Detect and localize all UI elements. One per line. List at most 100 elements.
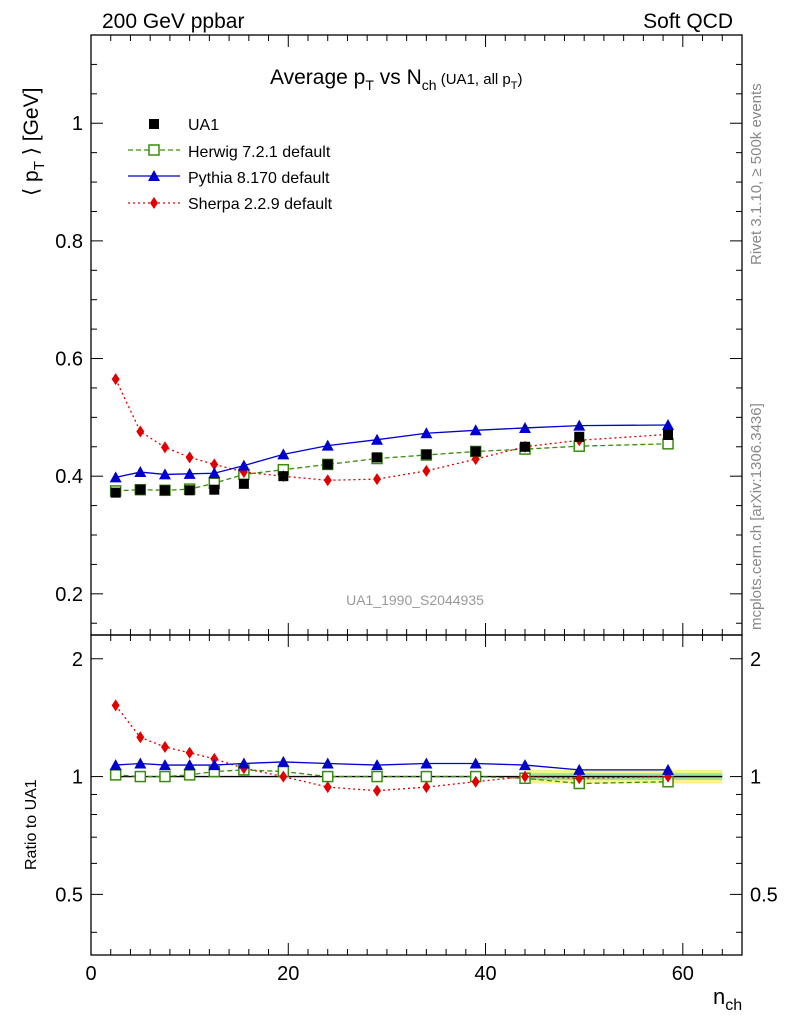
ratio-point-sherpa bbox=[323, 781, 332, 794]
data-point-data bbox=[663, 430, 674, 440]
ratio-point-pythia bbox=[277, 755, 290, 767]
ratio-point-sherpa bbox=[373, 784, 382, 797]
data-point-data bbox=[520, 441, 530, 452]
ratio-point-sherpa bbox=[185, 746, 194, 759]
ratio-y-tick-label-right: 2 bbox=[750, 649, 761, 671]
ratio-point-herwig bbox=[371, 770, 383, 783]
data-point-pythia bbox=[109, 471, 122, 483]
data-point-pythia bbox=[237, 459, 250, 471]
series-data bbox=[110, 430, 674, 498]
legend-marker-data bbox=[149, 119, 159, 129]
ratio-point-pythia bbox=[420, 757, 433, 769]
side-label-mcplots: mcplots.cern.ch [arXiv:1306.3436] bbox=[748, 403, 765, 630]
data-point-sherpa bbox=[323, 474, 332, 487]
ratio-point-pythia bbox=[237, 757, 250, 769]
data-point-pythia bbox=[573, 419, 586, 431]
main-series-layer bbox=[109, 373, 675, 498]
x-tick-label: 0 bbox=[85, 963, 96, 985]
ratio-point-pythia bbox=[134, 757, 147, 769]
ratio-point-herwig bbox=[109, 769, 122, 781]
data-point-sherpa bbox=[422, 464, 431, 477]
legend-marker-pythia bbox=[148, 170, 160, 181]
data-point-data bbox=[209, 484, 220, 495]
data-point-data bbox=[278, 471, 289, 482]
data-point-data bbox=[238, 478, 249, 489]
ratio-point-sherpa bbox=[471, 775, 480, 788]
data-point-sherpa bbox=[185, 451, 194, 464]
data-point-sherpa bbox=[210, 458, 219, 471]
analysis-watermark: UA1_1990_S2044935 bbox=[346, 592, 484, 608]
side-label-rivet: Rivet 3.1.10, ≥ 500k events bbox=[748, 83, 765, 265]
ratio-point-pythia bbox=[208, 759, 221, 771]
ratio-point-sherpa bbox=[210, 752, 219, 765]
legend-label-sherpa: Sherpa 2.2.9 default bbox=[188, 196, 333, 213]
ratio-y-tick-label-left: 1 bbox=[72, 767, 83, 789]
data-point-data bbox=[159, 485, 170, 496]
series-pythia bbox=[109, 419, 675, 483]
ratio-point-sherpa bbox=[160, 741, 169, 753]
y-axis-title: ⟨ pT ⟩ [GeV] bbox=[20, 88, 48, 196]
ratio-line-herwig bbox=[115, 769, 669, 785]
y-tick-label: 0.6 bbox=[55, 349, 83, 371]
y-tick-label: 0.8 bbox=[55, 231, 83, 253]
ratio-point-pythia bbox=[662, 763, 675, 775]
ratio-y-axis-title: Ratio to UA1 bbox=[23, 779, 40, 870]
ratio-line-pythia bbox=[115, 761, 669, 771]
series-line-herwig bbox=[115, 443, 669, 492]
ratio-axis-ticks bbox=[90, 635, 743, 955]
header-right: Soft QCD bbox=[643, 10, 733, 33]
data-point-pythia bbox=[134, 466, 147, 478]
ratio-y-tick-labels: 0.5 1 2 0.5 1 2 bbox=[55, 649, 778, 907]
ratio-point-pythia bbox=[371, 759, 384, 771]
y-tick-label: 1 bbox=[72, 113, 83, 135]
ratio-point-pythia bbox=[573, 763, 586, 775]
ratio-point-sherpa bbox=[279, 770, 288, 783]
header-left: 200 GeV ppbar bbox=[102, 10, 244, 33]
ratio-point-pythia bbox=[519, 759, 531, 771]
ratio-point-pythia bbox=[109, 759, 122, 771]
data-point-sherpa bbox=[373, 473, 382, 486]
legend: UA1 Herwig 7.2.1 default Pythia 8.170 de… bbox=[128, 117, 333, 213]
data-point-data bbox=[322, 459, 333, 470]
legend-markers bbox=[128, 119, 180, 209]
data-point-pythia bbox=[183, 467, 196, 479]
ratio-point-sherpa bbox=[111, 699, 120, 712]
data-point-pythia bbox=[469, 424, 482, 436]
legend-label-ua1: UA1 bbox=[188, 117, 219, 134]
ratio-y-tick-label-left: 0.5 bbox=[55, 884, 83, 906]
data-point-pythia bbox=[277, 448, 290, 460]
data-point-pythia bbox=[662, 419, 675, 430]
x-axis-title: nch bbox=[713, 984, 742, 1014]
ratio-point-sherpa bbox=[575, 772, 584, 785]
x-tick-label: 20 bbox=[277, 963, 299, 985]
ratio-panel-frame bbox=[90, 634, 743, 956]
ratio-point-sherpa bbox=[136, 731, 145, 744]
series-line-sherpa bbox=[115, 378, 669, 481]
series-sherpa bbox=[111, 373, 673, 487]
data-point-pythia bbox=[208, 467, 221, 479]
series-line-pythia bbox=[115, 424, 669, 478]
ratio-point-pythia bbox=[183, 759, 196, 771]
ratio-point-pythia bbox=[469, 757, 482, 769]
ratio-point-herwig bbox=[134, 770, 147, 783]
data-point-data bbox=[470, 446, 481, 457]
data-point-pythia bbox=[321, 439, 334, 451]
legend-label-pythia: Pythia 8.170 default bbox=[188, 170, 330, 187]
data-point-pythia bbox=[371, 433, 384, 445]
ratio-point-sherpa bbox=[521, 770, 529, 783]
data-point-sherpa bbox=[111, 373, 120, 386]
ratio-point-herwig bbox=[321, 770, 334, 783]
ratio-point-pythia bbox=[321, 757, 334, 769]
data-point-sherpa bbox=[160, 441, 169, 454]
legend-marker-herwig bbox=[148, 144, 160, 156]
ratio-point-pythia bbox=[158, 759, 171, 771]
ratio-point-herwig bbox=[183, 769, 196, 781]
legend-marker-sherpa bbox=[150, 197, 158, 209]
ratio-point-herwig bbox=[159, 770, 171, 783]
data-point-pythia bbox=[420, 427, 433, 439]
ratio-series-layer bbox=[109, 699, 723, 797]
main-y-tick-labels: 0.2 0.4 0.6 0.8 1 bbox=[55, 113, 83, 606]
data-point-data bbox=[372, 452, 383, 463]
data-point-data bbox=[421, 449, 432, 460]
